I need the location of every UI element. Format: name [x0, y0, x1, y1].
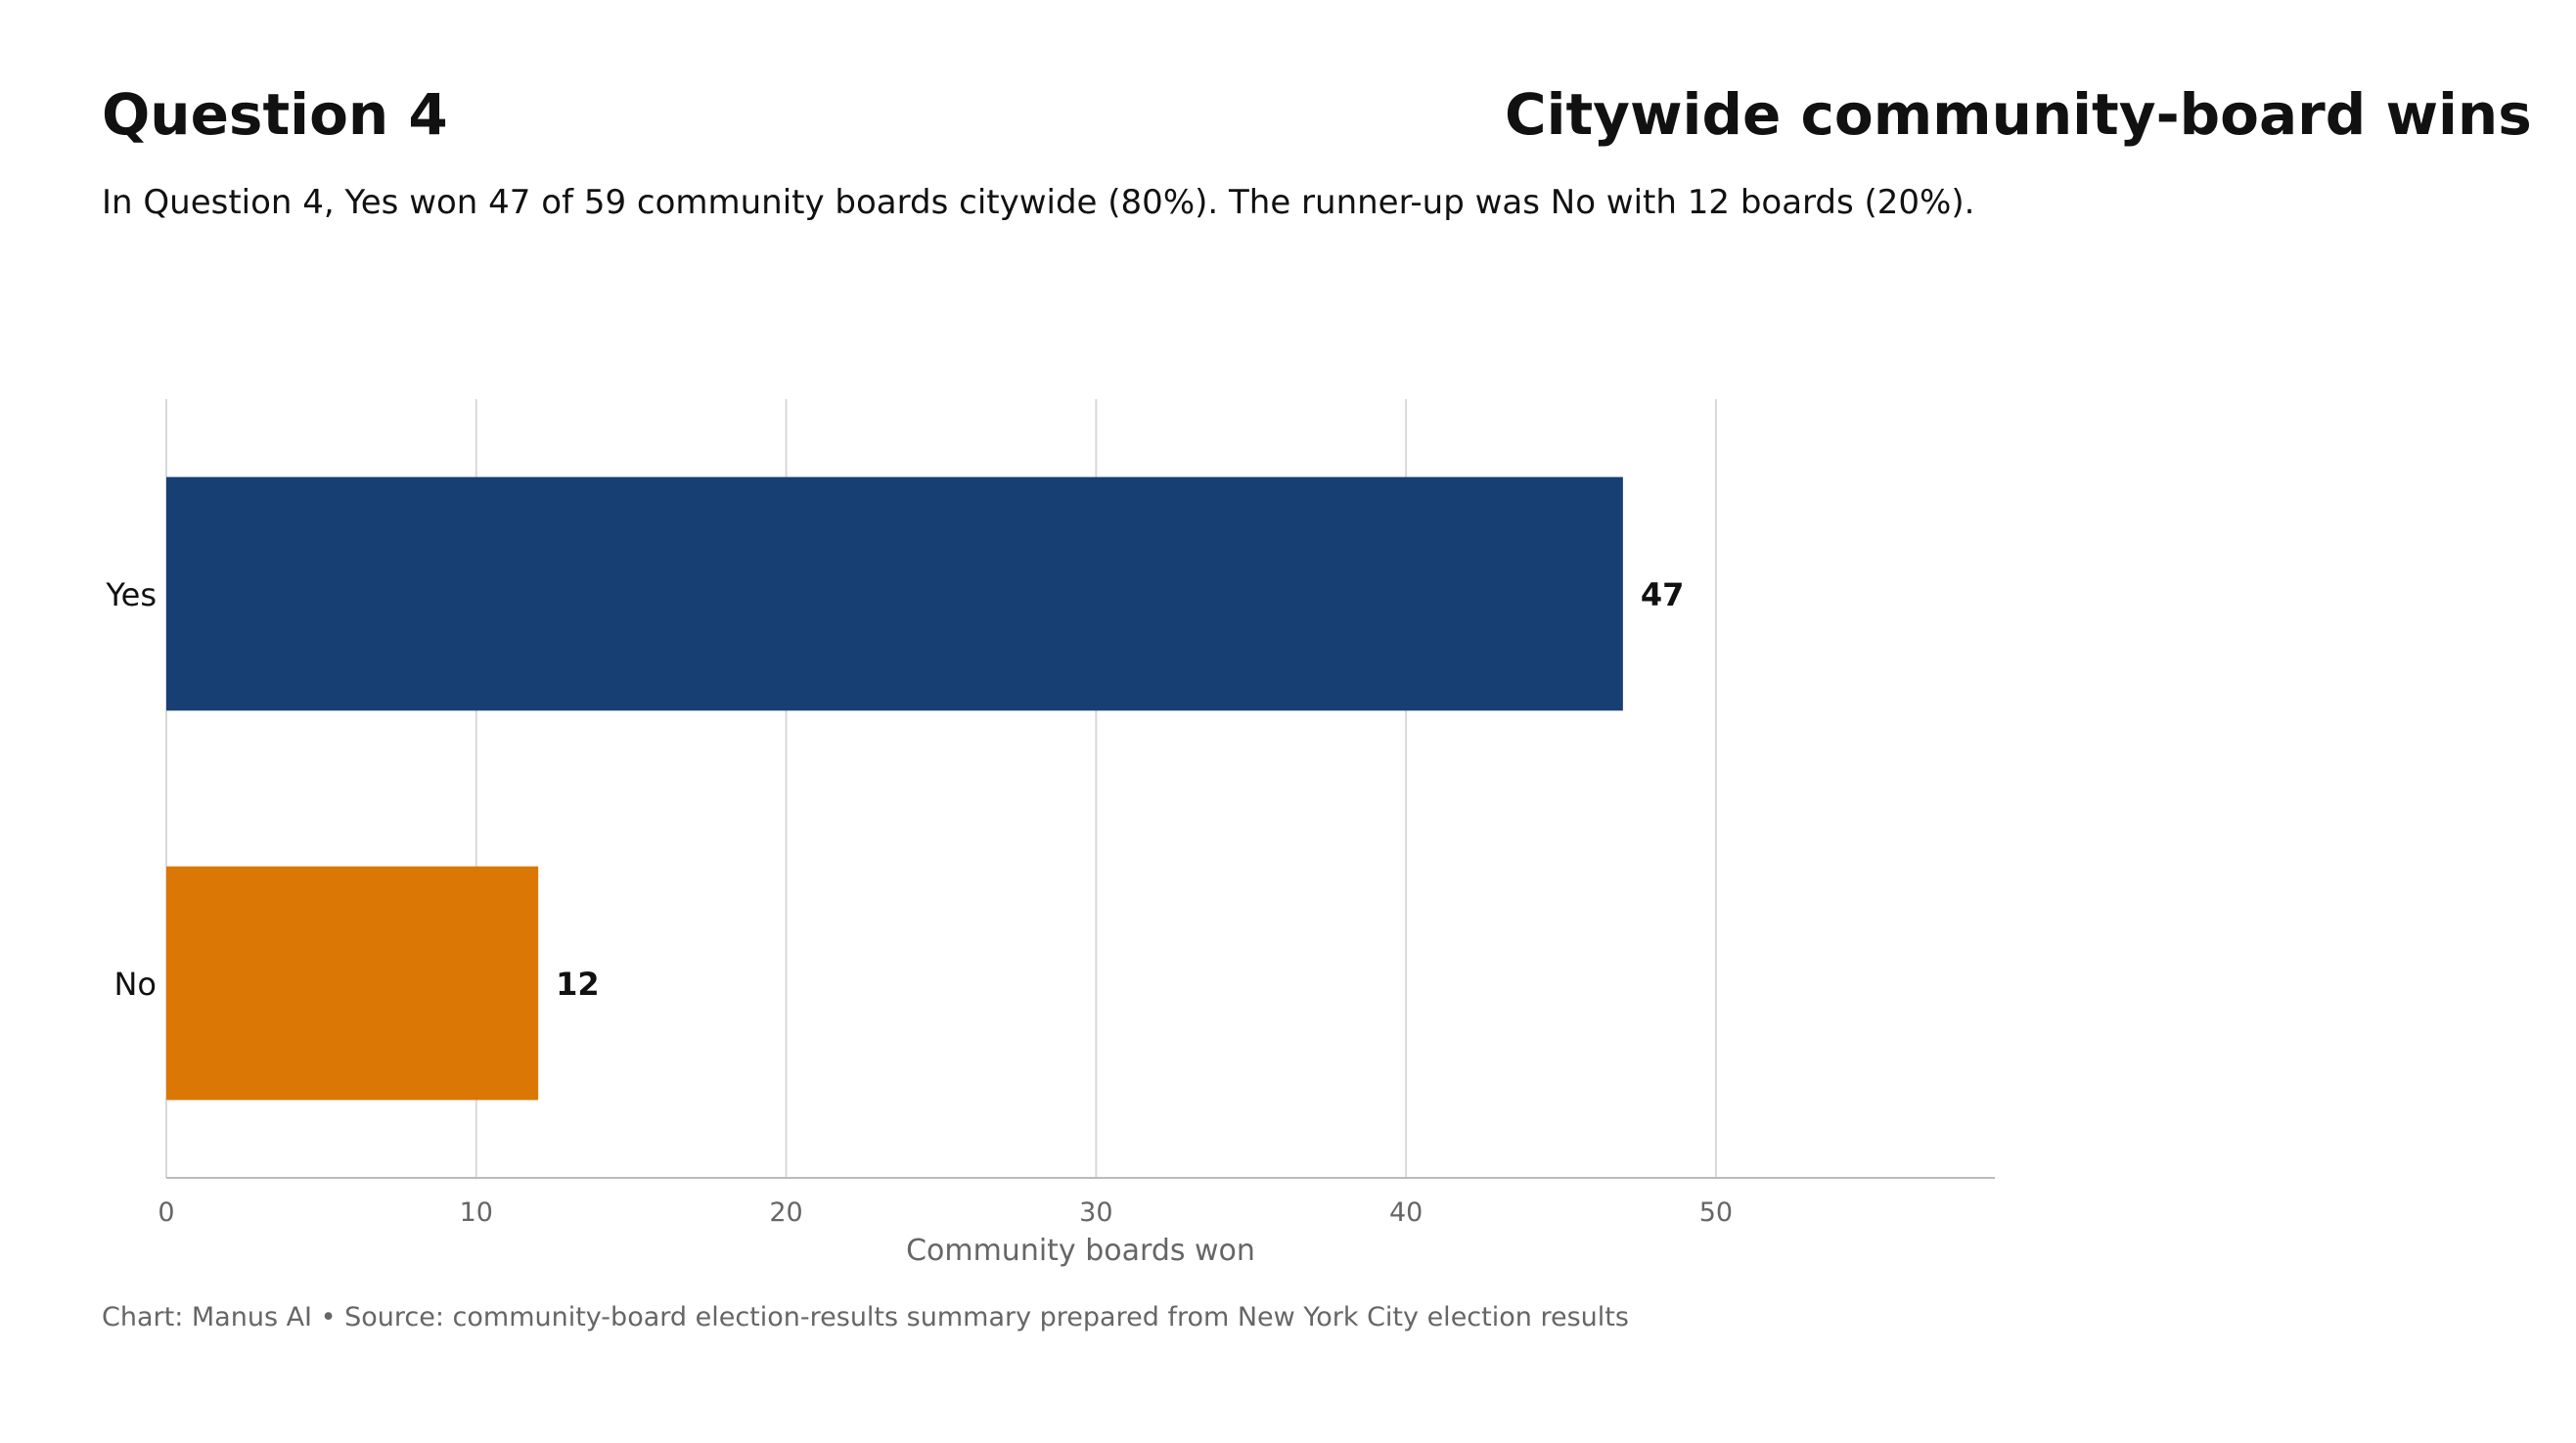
x-tick-label: 10 — [460, 1197, 493, 1228]
bar-no — [166, 866, 539, 1101]
chart-subtitle: In Question 4, Yes won 47 of 59 communit… — [102, 183, 1975, 222]
bars — [166, 476, 1623, 1101]
x-tick-label: 0 — [158, 1197, 174, 1228]
bar-yes — [166, 476, 1623, 711]
question-title: Question 4 — [102, 81, 448, 148]
x-tick-label: 50 — [1699, 1197, 1733, 1228]
x-tick-label: 20 — [769, 1197, 802, 1228]
x-axis-label: Community boards won — [906, 1234, 1255, 1268]
category-label: Yes — [105, 576, 157, 613]
chart-title: Citywide community-board wins — [1505, 81, 2532, 148]
x-tick-label: 40 — [1389, 1197, 1423, 1228]
x-tick-label: 30 — [1079, 1197, 1112, 1228]
x-axis: 0 10 20 30 40 50 Community boards won — [158, 1177, 1995, 1268]
category-label: No — [113, 966, 157, 1003]
data-label: 12 — [556, 966, 600, 1003]
data-label: 47 — [1641, 576, 1685, 613]
labels: 47 Yes 12 No — [105, 576, 1684, 1003]
source-note: Chart: Manus AI • Source: community-boar… — [102, 1302, 1629, 1332]
